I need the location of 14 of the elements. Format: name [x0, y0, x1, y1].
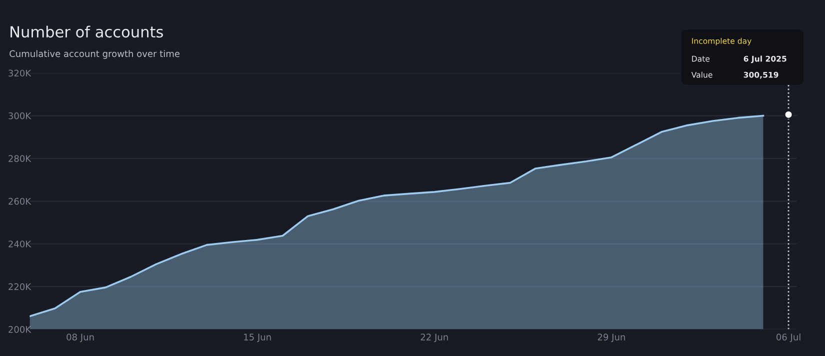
- y-tick-label: 220K: [8, 283, 32, 290]
- y-tick-label: 260K: [8, 198, 32, 205]
- y-tick-label: 320K: [8, 70, 32, 77]
- x-tick-label: 29 Jun: [598, 334, 625, 342]
- y-tick-label: 280K: [8, 155, 32, 162]
- x-tick-label: 08 Jun: [66, 334, 94, 342]
- x-tick-label: 22 Jun: [420, 334, 448, 342]
- y-tick-label: 300K: [8, 112, 32, 120]
- y-tick-label: 240K: [8, 240, 32, 248]
- x-tick-label: 15 Jun: [244, 334, 271, 342]
- chart-title: Number of accounts: [10, 26, 163, 38]
- x-tick-label: 06 Jul: [776, 333, 800, 342]
- y-tick-label: 200K: [8, 326, 32, 333]
- chart-subtitle: Cumulative account growth over time: [10, 50, 180, 59]
